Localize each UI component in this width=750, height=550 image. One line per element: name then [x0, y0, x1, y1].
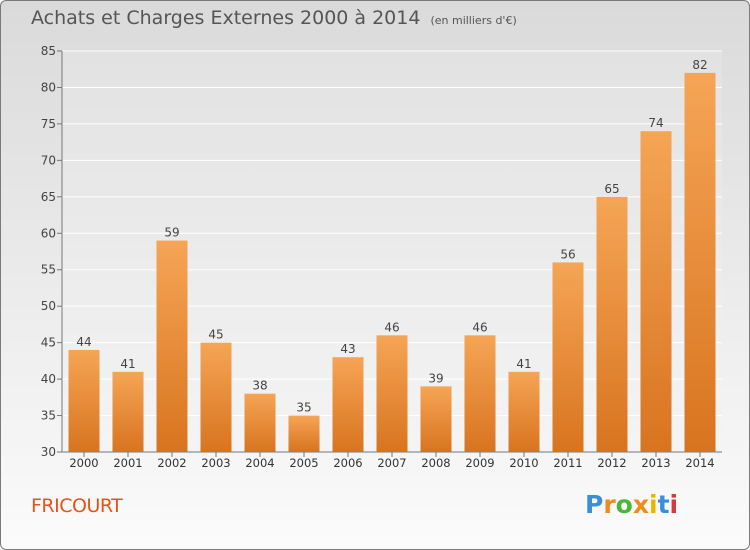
data-label: 56 — [560, 247, 575, 261]
data-label: 41 — [516, 357, 531, 371]
bar — [552, 262, 584, 452]
x-tick-label: 2010 — [509, 456, 538, 470]
bar — [68, 349, 100, 452]
logo-letter: t — [657, 490, 670, 519]
x-tick-label: 2009 — [465, 456, 494, 470]
x-tick-label: 2003 — [201, 456, 230, 470]
logo-letter: r — [603, 490, 616, 519]
logo-letter: P — [585, 490, 604, 519]
y-tick-label: 70 — [41, 153, 56, 167]
data-label: 45 — [208, 328, 223, 342]
bar — [640, 131, 672, 452]
bar — [288, 415, 320, 452]
x-tick-label: 2000 — [69, 456, 98, 470]
y-tick-label: 65 — [41, 190, 56, 204]
bar — [332, 357, 364, 452]
bar — [112, 371, 144, 452]
y-tick-label: 60 — [41, 226, 56, 240]
y-tick-label: 85 — [41, 44, 56, 58]
y-tick-label: 75 — [41, 117, 56, 131]
bar — [376, 335, 408, 452]
bar — [420, 386, 452, 452]
y-tick-label: 35 — [41, 409, 56, 423]
data-label: 74 — [648, 116, 663, 130]
data-label: 46 — [384, 320, 399, 334]
bar — [464, 335, 496, 452]
x-tick-label: 2002 — [157, 456, 186, 470]
logo-letter: o — [615, 490, 633, 519]
data-label: 59 — [164, 226, 179, 240]
y-tick-label: 50 — [41, 299, 56, 313]
data-label: 43 — [340, 342, 355, 356]
y-tick-label: 80 — [41, 80, 56, 94]
bar — [596, 196, 628, 452]
data-label: 82 — [692, 58, 707, 72]
bar — [200, 342, 232, 452]
bar — [508, 371, 540, 452]
y-tick-label: 30 — [41, 445, 56, 459]
x-tick-label: 2011 — [553, 456, 582, 470]
data-label: 44 — [76, 335, 91, 349]
chart-title-text: Achats et Charges Externes 2000 à 2014 — [31, 7, 421, 29]
y-tick-label: 40 — [41, 372, 56, 386]
data-label: 38 — [252, 379, 267, 393]
logo-letter: i — [669, 490, 679, 519]
x-tick-label: 2005 — [289, 456, 318, 470]
bar — [156, 240, 188, 452]
x-tick-label: 2007 — [377, 456, 406, 470]
x-tick-label: 2006 — [333, 456, 362, 470]
chart-unit: (en milliers d'€) — [430, 14, 517, 27]
data-label: 39 — [428, 371, 443, 385]
logo-letter: x — [632, 490, 649, 519]
logo-letter: i — [649, 490, 658, 519]
y-tick-label: 45 — [41, 336, 56, 350]
bar — [684, 72, 716, 452]
bar — [244, 393, 276, 452]
data-label: 65 — [604, 182, 619, 196]
location-name: FRICOURT — [31, 495, 123, 517]
x-tick-label: 2014 — [685, 456, 714, 470]
x-tick-label: 2013 — [641, 456, 670, 470]
x-tick-label: 2001 — [113, 456, 142, 470]
data-label: 35 — [296, 401, 311, 415]
data-label: 41 — [120, 357, 135, 371]
proxiti-logo: Proxiti — [585, 490, 678, 519]
x-tick-label: 2004 — [245, 456, 274, 470]
x-tick-label: 2008 — [421, 456, 450, 470]
data-label: 46 — [472, 320, 487, 334]
x-tick-label: 2012 — [597, 456, 626, 470]
chart-title: Achats et Charges Externes 2000 à 2014 (e… — [31, 7, 517, 29]
y-tick-label: 55 — [41, 263, 56, 277]
